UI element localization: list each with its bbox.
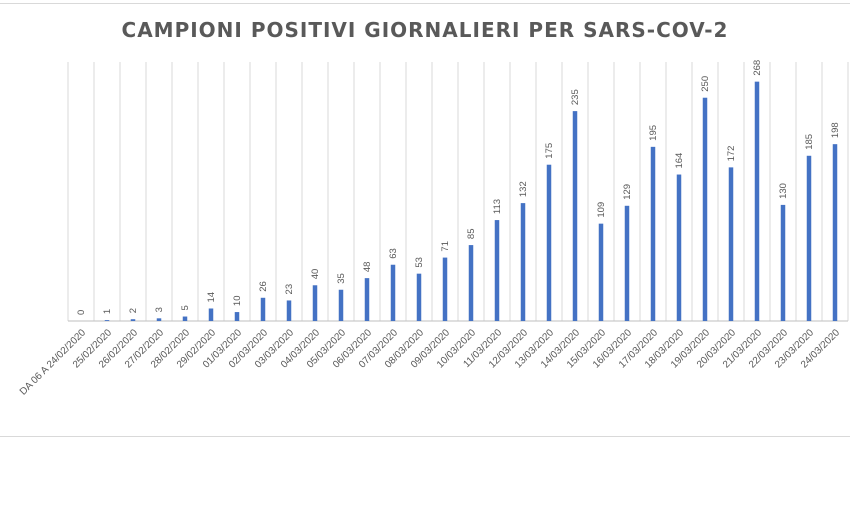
data-label: 10 (232, 295, 243, 306)
bar (676, 174, 682, 321)
bar (702, 97, 708, 321)
chart-title: CAMPIONI POSITIVI GIORNALIERI PER SARS-C… (121, 18, 729, 42)
bar (390, 264, 396, 321)
data-label: 3 (154, 307, 165, 312)
data-label: 2 (128, 308, 139, 313)
data-label: 250 (700, 76, 711, 92)
bar (598, 223, 604, 321)
data-label: 5 (180, 305, 191, 310)
bar (260, 297, 266, 321)
data-label: 71 (440, 241, 451, 252)
data-label: 175 (544, 143, 555, 159)
data-label: 48 (362, 262, 373, 273)
chart-frame-bottom-border (0, 436, 850, 437)
bar (312, 285, 318, 321)
data-label: 40 (310, 269, 321, 280)
data-label: 164 (674, 153, 685, 169)
data-label: 172 (726, 146, 737, 162)
data-label: 130 (778, 183, 789, 199)
data-label: 23 (284, 284, 295, 295)
bar (806, 155, 812, 321)
data-label: 109 (596, 202, 607, 218)
bar (208, 308, 214, 321)
bar (780, 204, 786, 321)
bar (416, 273, 422, 321)
bar (234, 312, 240, 321)
data-label: 0 (76, 310, 87, 315)
bar (494, 220, 500, 321)
bar (572, 111, 578, 321)
data-label: 26 (258, 281, 269, 292)
bar (156, 318, 162, 321)
bar (286, 300, 292, 321)
data-label: 63 (388, 248, 399, 259)
bar (728, 167, 734, 321)
data-label: 268 (752, 60, 763, 76)
data-label: 185 (804, 134, 815, 150)
bar (650, 146, 656, 321)
chart-frame-top-border (0, 3, 850, 4)
bar (364, 278, 370, 321)
data-label: 129 (622, 184, 633, 200)
bar (182, 316, 188, 321)
bar (624, 205, 630, 321)
bar (832, 144, 838, 321)
data-label: 132 (518, 181, 529, 197)
data-label: 195 (648, 125, 659, 141)
data-label: 235 (570, 89, 581, 105)
bar (442, 257, 448, 321)
data-label: 85 (466, 229, 477, 240)
data-label: 113 (492, 199, 503, 214)
bar (754, 81, 760, 321)
data-label: 14 (206, 292, 217, 303)
bar (104, 320, 110, 321)
bar (546, 164, 552, 321)
bar (338, 289, 344, 321)
data-label: 53 (414, 257, 425, 268)
bar (520, 203, 526, 321)
data-label: 198 (830, 122, 841, 138)
bar (130, 319, 136, 321)
bar (468, 245, 474, 321)
data-label: 1 (102, 309, 113, 314)
data-label: 35 (336, 273, 347, 284)
